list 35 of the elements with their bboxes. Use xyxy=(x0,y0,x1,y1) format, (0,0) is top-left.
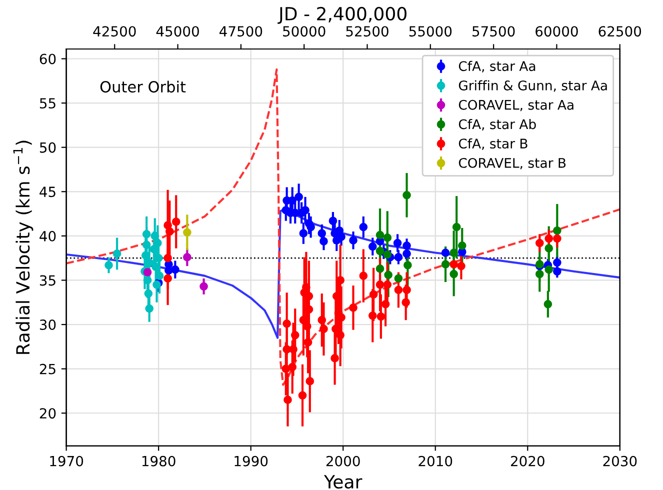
x2-tick-label: 47500 xyxy=(220,26,262,37)
x-tick-label: 2010 xyxy=(418,456,452,466)
y-tick-label: 40 xyxy=(40,230,56,242)
y-tick-label: 50 xyxy=(40,142,56,153)
legend-label: CORAVEL, star B xyxy=(458,158,566,170)
x-axis-title: Year xyxy=(324,475,362,489)
y-axis-title: Radial Velocity (km s$^{−1}$) xyxy=(13,140,34,354)
x-tick-label: 2030 xyxy=(603,456,637,466)
y-tick-label: 25 xyxy=(40,364,56,374)
legend-label: CORAVEL, star Aa xyxy=(458,100,574,112)
x2-tick-label: 55000 xyxy=(409,26,452,37)
y-tick-label: 60 xyxy=(40,54,56,64)
x-tick-label: 1970 xyxy=(50,456,84,466)
x2-tick-label: 62500 xyxy=(598,26,642,37)
x-tick-label: 2000 xyxy=(326,456,360,466)
legend-label: Griffin & Gunn, star Aa xyxy=(458,80,607,92)
x-tick-label: 1980 xyxy=(142,456,176,466)
y-tick-label: 45 xyxy=(40,186,56,198)
x2-tick-label: 50000 xyxy=(283,26,326,37)
y-tick-label: 35 xyxy=(40,275,56,286)
x2-tick-label: 57500 xyxy=(472,26,515,37)
x-tick-label: 2020 xyxy=(510,456,544,466)
legend-label: CfA, star B xyxy=(458,138,528,150)
x2-tick-label: 60000 xyxy=(536,26,578,37)
x2-tick-label: 45000 xyxy=(156,26,199,37)
annotation: Outer Orbit xyxy=(100,80,186,93)
y-tick-label: 55 xyxy=(40,98,56,109)
legend-label: CfA, star Ab xyxy=(458,118,536,131)
x-tick-label: 1990 xyxy=(234,456,268,466)
x2-tick-label: 42500 xyxy=(93,26,136,37)
x2-axis-title: JD - 2,400,000 xyxy=(278,6,406,24)
legend-label: CfA, star Aa xyxy=(458,60,536,72)
y-tick-label: 30 xyxy=(40,319,56,330)
y-tick-label: 20 xyxy=(40,408,56,419)
x2-tick-label: 52500 xyxy=(346,26,388,37)
